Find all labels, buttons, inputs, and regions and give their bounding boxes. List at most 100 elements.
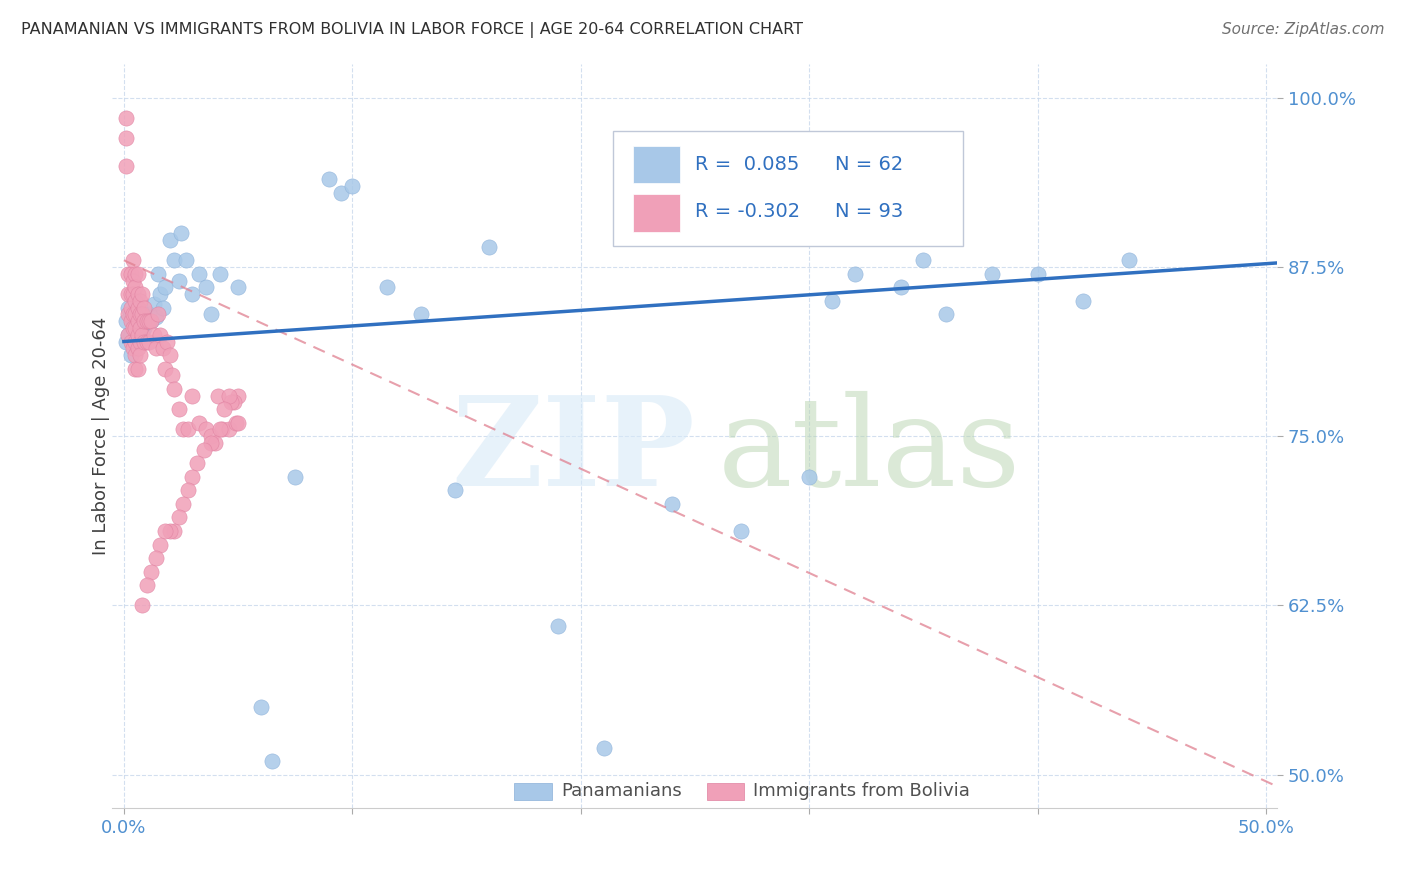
- Point: [120, 308, 142, 322]
- Point: [159, 524, 181, 538]
- Text: N = 93: N = 93: [835, 202, 903, 221]
- Point: [141, 314, 163, 328]
- Point: [141, 314, 163, 328]
- Point: [661, 497, 683, 511]
- Point: [127, 334, 149, 349]
- Point: [117, 327, 139, 342]
- Point: [177, 483, 200, 498]
- Point: [145, 341, 167, 355]
- Point: [218, 422, 240, 436]
- Point: [131, 308, 153, 322]
- Point: [167, 274, 190, 288]
- Point: [172, 422, 194, 436]
- Point: [146, 267, 169, 281]
- Point: [174, 253, 197, 268]
- Point: [122, 341, 145, 355]
- Point: [127, 341, 149, 355]
- Point: [226, 389, 249, 403]
- Point: [250, 700, 273, 714]
- Point: [980, 267, 1002, 281]
- Point: [195, 422, 218, 436]
- Text: N = 62: N = 62: [835, 155, 903, 174]
- Point: [115, 131, 138, 145]
- Point: [122, 308, 145, 322]
- Point: [329, 186, 352, 200]
- Point: [120, 301, 142, 315]
- Point: [115, 159, 138, 173]
- Point: [135, 334, 157, 349]
- Point: [159, 348, 181, 362]
- Point: [115, 314, 138, 328]
- Point: [145, 310, 167, 325]
- Point: [1118, 253, 1140, 268]
- Point: [128, 293, 150, 308]
- Point: [208, 267, 231, 281]
- Point: [186, 456, 208, 470]
- Point: [142, 296, 165, 310]
- Point: [226, 280, 249, 294]
- Point: [208, 422, 231, 436]
- Point: [117, 267, 139, 281]
- Point: [134, 334, 156, 349]
- Point: [115, 334, 138, 349]
- Text: PANAMANIAN VS IMMIGRANTS FROM BOLIVIA IN LABOR FORCE | AGE 20-64 CORRELATION CHA: PANAMANIAN VS IMMIGRANTS FROM BOLIVIA IN…: [21, 22, 803, 38]
- Point: [170, 226, 193, 240]
- Point: [122, 287, 145, 301]
- Point: [159, 233, 181, 247]
- Point: [124, 361, 146, 376]
- Point: [128, 308, 150, 322]
- Point: [127, 287, 149, 301]
- Point: [124, 314, 146, 328]
- Point: [115, 112, 138, 126]
- Point: [912, 253, 935, 268]
- Point: [131, 287, 153, 301]
- Text: R = -0.302: R = -0.302: [695, 202, 800, 221]
- Point: [1026, 267, 1049, 281]
- Point: [134, 301, 156, 315]
- Point: [131, 599, 153, 613]
- Point: [122, 334, 145, 349]
- Point: [188, 416, 211, 430]
- Point: [127, 301, 149, 315]
- Point: [167, 402, 190, 417]
- Bar: [707, 783, 744, 799]
- Point: [156, 334, 179, 349]
- Bar: [633, 145, 679, 184]
- Point: [127, 267, 149, 281]
- Point: [131, 324, 153, 338]
- Bar: [515, 783, 551, 799]
- Point: [204, 436, 226, 450]
- Point: [128, 321, 150, 335]
- Point: [222, 395, 245, 409]
- Point: [120, 334, 142, 349]
- Point: [122, 274, 145, 288]
- Point: [127, 301, 149, 315]
- Point: [177, 422, 200, 436]
- Point: [172, 497, 194, 511]
- Point: [200, 436, 222, 450]
- Point: [163, 524, 186, 538]
- Point: [195, 280, 218, 294]
- Point: [1071, 293, 1094, 308]
- Text: atlas: atlas: [718, 391, 1022, 512]
- Point: [120, 267, 142, 281]
- Point: [122, 314, 145, 328]
- Y-axis label: In Labor Force | Age 20-64: In Labor Force | Age 20-64: [93, 318, 110, 556]
- Point: [478, 240, 501, 254]
- Point: [135, 314, 157, 328]
- Point: [127, 361, 149, 376]
- Point: [262, 754, 284, 768]
- Point: [844, 267, 866, 281]
- Point: [547, 618, 569, 632]
- Point: [163, 382, 186, 396]
- Point: [225, 416, 247, 430]
- Point: [141, 565, 163, 579]
- Point: [120, 348, 142, 362]
- Point: [127, 321, 149, 335]
- Point: [120, 287, 142, 301]
- Point: [124, 293, 146, 308]
- Point: [124, 348, 146, 362]
- Point: [128, 334, 150, 349]
- Point: [153, 361, 176, 376]
- Text: Immigrants from Bolivia: Immigrants from Bolivia: [754, 782, 970, 800]
